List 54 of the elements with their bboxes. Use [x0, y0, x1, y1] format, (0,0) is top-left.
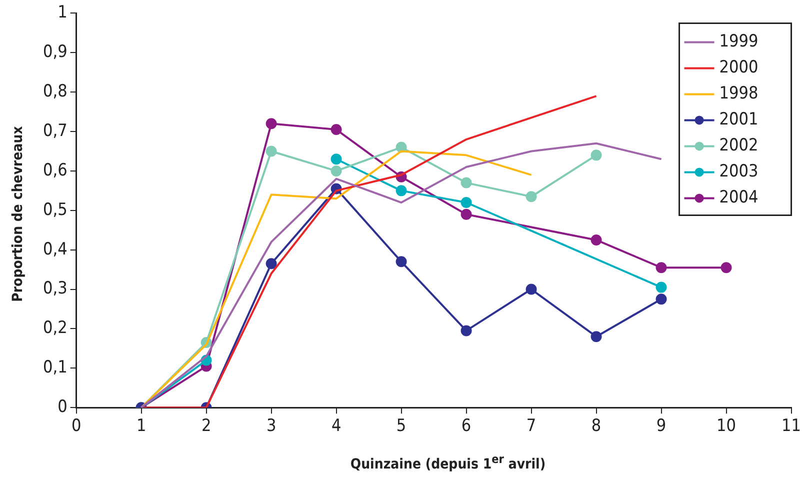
y-tick-label: 0,1 — [42, 358, 68, 378]
y-tick-label: 0,9 — [42, 42, 68, 62]
legend-label: 2003 — [719, 162, 758, 182]
point — [590, 234, 602, 246]
point — [396, 185, 407, 196]
y-tick-label: 0,8 — [42, 82, 68, 102]
point — [330, 124, 342, 136]
y-tick-label: 0 — [58, 397, 68, 418]
point — [266, 258, 277, 270]
point — [526, 284, 537, 295]
x-tick-label: 10 — [716, 416, 736, 436]
legend-label: 1999 — [719, 32, 758, 52]
point — [656, 262, 667, 274]
point — [266, 118, 277, 130]
x-tick-label: 6 — [461, 416, 472, 436]
x-tick-label: 9 — [656, 416, 666, 436]
x-tick-label: 5 — [396, 416, 406, 436]
y-tick-label: 0,4 — [42, 239, 68, 260]
legend-label: 2001 — [719, 110, 758, 130]
point — [590, 331, 602, 342]
y-tick-label: 0,5 — [42, 200, 68, 220]
point — [396, 142, 407, 153]
y-axis-title: Proportion de chevreaux — [10, 126, 26, 302]
point — [656, 282, 667, 293]
point — [266, 146, 277, 157]
point — [460, 325, 472, 336]
legend-label: 2002 — [719, 136, 758, 156]
point — [526, 191, 537, 202]
point — [460, 208, 472, 220]
x-tick-label: 8 — [591, 416, 602, 436]
point — [460, 197, 472, 208]
point — [656, 294, 667, 305]
x-tick-label: 0 — [71, 416, 82, 436]
legend-label: 2000 — [719, 58, 758, 78]
x-tick-label: 3 — [266, 416, 276, 436]
y-tick-label: 1 — [58, 2, 68, 23]
legend-label: 2004 — [719, 188, 758, 208]
point — [460, 177, 472, 188]
y-tick-label: 0,3 — [42, 278, 68, 299]
x-tick-label: 11 — [782, 416, 802, 436]
y-tick-label: 0,2 — [42, 318, 68, 338]
point — [330, 154, 342, 165]
point — [330, 165, 342, 176]
x-tick-label: 1 — [136, 416, 146, 436]
y-tick-label: 0,6 — [42, 160, 68, 180]
x-tick-label: 2 — [201, 416, 212, 436]
x-tick-label: 7 — [526, 416, 536, 436]
point — [590, 150, 602, 161]
legend-label: 1998 — [719, 84, 758, 104]
point — [396, 256, 407, 268]
point — [720, 262, 732, 274]
x-axis-title: Quinzaine (depuis 1$^{er}$ avril) — [349, 452, 547, 473]
x-tick-label: 4 — [331, 416, 342, 436]
y-tick-label: 0,7 — [42, 120, 68, 141]
